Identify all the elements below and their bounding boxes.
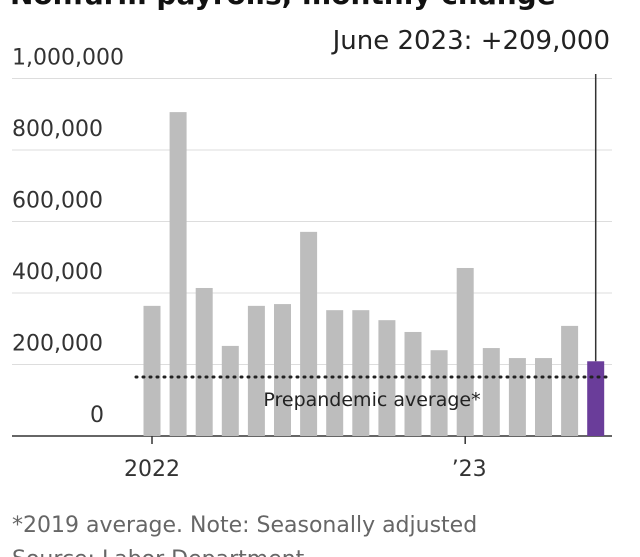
- bar: [169, 112, 187, 436]
- y-tick-label: 600,000: [12, 189, 103, 214]
- reference-label: Prepandemic average*: [263, 389, 480, 411]
- source: Source: Labor Department: [12, 547, 305, 557]
- bar: [195, 287, 213, 436]
- x-tick-label: ’23: [452, 457, 487, 482]
- bar: [587, 361, 605, 436]
- y-tick-label: 0: [90, 403, 104, 428]
- bar: [482, 348, 500, 436]
- bar: [326, 310, 344, 436]
- chart-title: Nonfarm payrolls, monthly change: [10, 0, 556, 11]
- y-tick-label: 200,000: [12, 332, 103, 357]
- y-tick-label: 400,000: [12, 260, 103, 285]
- bar: [430, 350, 448, 436]
- bar: [300, 231, 318, 436]
- bar: [221, 345, 239, 436]
- bar: [404, 331, 422, 436]
- bar: [378, 320, 396, 436]
- bar: [274, 304, 291, 436]
- y-tick-label: 800,000: [12, 117, 103, 142]
- bar: [352, 310, 370, 436]
- bar: [535, 358, 552, 436]
- bar: [508, 358, 526, 436]
- bar: [561, 325, 579, 436]
- bar: [247, 305, 265, 436]
- x-tick-label: 2022: [124, 457, 180, 482]
- y-tick-label: 1,000,000: [12, 46, 124, 71]
- bar: [456, 267, 474, 436]
- annotation: June 2023: +209,000: [331, 26, 610, 56]
- bar: [143, 305, 161, 436]
- footnote: *2019 average. Note: Seasonally adjusted: [12, 513, 477, 538]
